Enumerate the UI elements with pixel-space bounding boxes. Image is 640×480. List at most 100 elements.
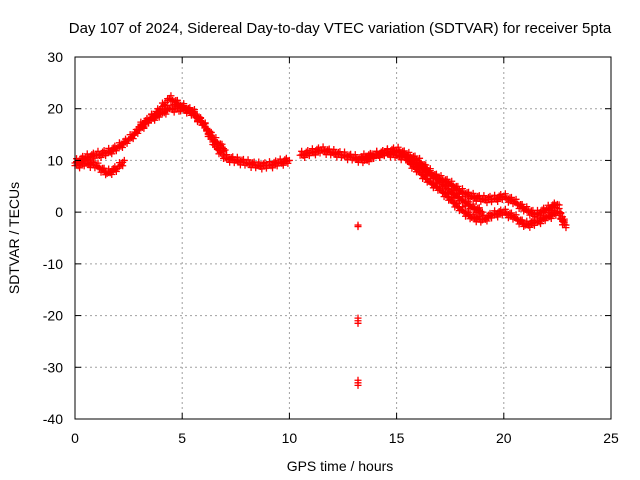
data-point [120,156,128,164]
data-point [448,177,456,185]
x-tick-label: 20 [496,430,512,446]
data-point [501,205,509,213]
x-axis-label: GPS time / hours [287,458,394,474]
data-point [351,151,359,159]
data-point [512,211,520,219]
data-point [244,156,252,164]
data-point [555,201,563,209]
data-point [448,185,456,193]
data-series [403,154,570,232]
y-tick-label: 0 [55,204,63,220]
data-point [341,148,349,156]
y-tick-label: -20 [43,308,63,324]
x-tick-label: 15 [389,430,405,446]
x-tick-label: 0 [71,430,79,446]
data-point [416,154,424,162]
data-point [454,190,462,198]
data-point [108,150,116,158]
data-point [405,148,413,156]
data-point [258,165,266,173]
data-point [501,190,509,198]
data-point [507,209,515,217]
data-point [281,156,289,164]
data-point [422,161,430,169]
data-point [426,165,434,173]
data-point [123,139,131,147]
data-series [135,101,229,155]
data-point [319,143,327,151]
data-point [363,156,371,164]
data-point [547,214,555,222]
data-point [112,167,120,175]
y-tick-label: -40 [43,411,63,427]
data-point [555,208,563,216]
x-tick-label: 5 [178,430,186,446]
data-point [223,151,231,159]
data-point [437,175,445,183]
data-point [465,208,473,216]
data-point [269,164,277,172]
data-point [469,200,477,208]
data-point [518,200,526,208]
data-point [180,101,188,109]
grid-lines [75,57,611,419]
data-point [201,119,209,127]
data-point [376,154,384,161]
data-point [218,140,226,148]
data-point [76,164,84,172]
data-point [313,145,321,153]
data-point [302,148,310,156]
data-point [270,158,278,166]
data-point [197,114,205,122]
data-point [112,147,120,155]
data-point [512,195,520,203]
data-point [465,188,473,196]
data-point [167,92,175,100]
data-point [494,213,502,221]
data-point [377,148,385,156]
data-point [88,151,96,159]
y-tick-label: 30 [47,49,63,65]
x-tick-label: 25 [603,430,619,446]
data-point [99,148,107,156]
data-point [301,154,309,161]
data-point [119,162,127,170]
data-point [77,158,85,166]
data-point [443,182,451,190]
data-point [140,123,148,131]
y-tick-label: -10 [43,256,63,272]
data-point [495,192,503,200]
data-point [458,193,466,201]
data-point [494,197,502,205]
y-tick-label: -30 [43,359,63,375]
data-point [118,144,126,152]
data-point [162,110,170,118]
data-point [454,182,462,190]
data-point [400,147,408,155]
data-point [190,106,198,114]
data-point [83,156,91,164]
data-point [422,171,430,179]
data-point [207,128,215,136]
data-point [475,204,483,212]
data-point [220,147,228,155]
data-point [386,151,394,159]
data-point [527,218,535,226]
data-series [354,221,362,389]
data-point [478,208,486,216]
data-point [483,199,491,207]
data-point [537,220,545,228]
data-point [465,198,473,206]
chart-title: Day 107 of 2024, Sidereal Day-to-day VTE… [69,20,612,37]
data-point [134,129,142,137]
y-tick-label: 10 [47,152,63,168]
data-point [541,217,549,225]
data-point [411,152,419,160]
data-point [145,119,153,127]
data-point [285,156,293,164]
data-point [458,203,466,211]
data-point [151,116,159,124]
y-tick-label: 20 [47,101,63,117]
data-point [454,200,462,208]
